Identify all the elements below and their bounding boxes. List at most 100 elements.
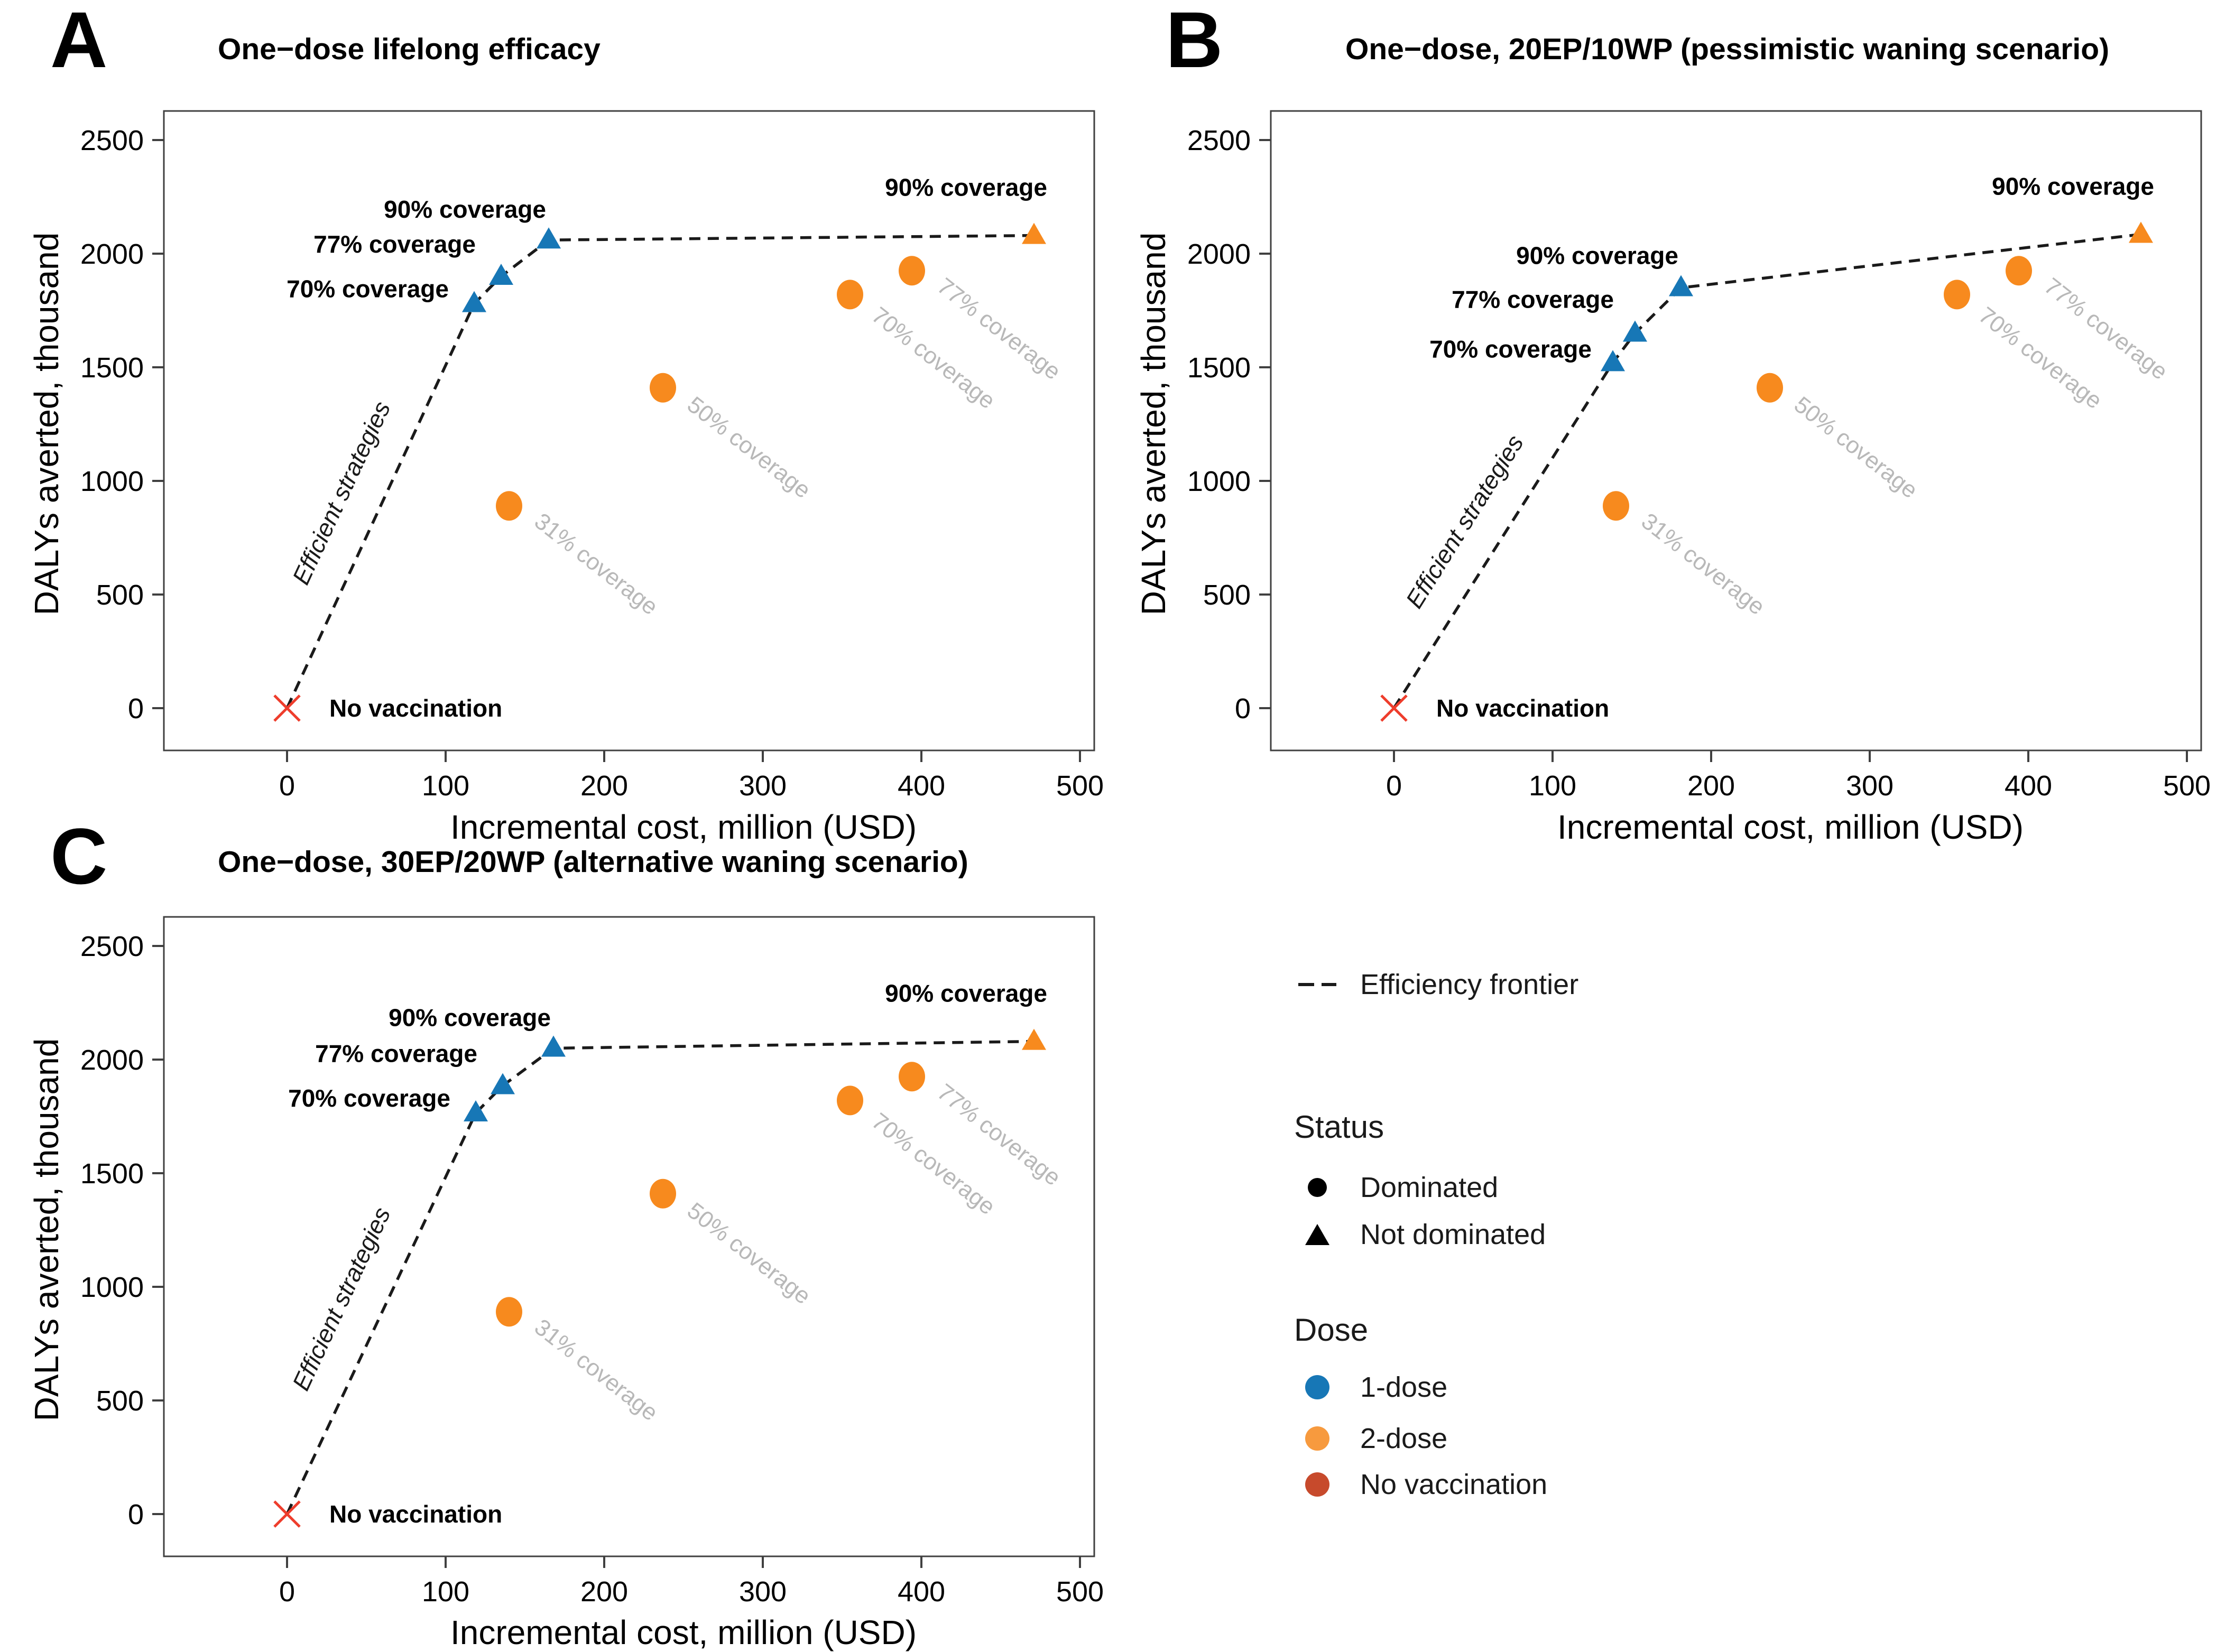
x-tick-label: 0 — [279, 1576, 295, 1608]
data-point-circle — [1603, 491, 1629, 521]
plot-border-C — [163, 916, 1095, 1557]
annotation-label: 50% coverage — [1789, 392, 1923, 504]
legend-dose-title: Dose — [1294, 1312, 1369, 1348]
panel-title-a: One−dose lifelong efficacy — [218, 32, 601, 66]
x-tick-label: 100 — [422, 770, 469, 802]
x-axis-title-c: Incremental cost, million (USD) — [450, 1613, 917, 1651]
y-tick-label: 2500 — [80, 125, 144, 156]
data-point-triangle — [1022, 1028, 1046, 1050]
triangle-marker-icon — [1298, 1224, 1337, 1245]
data-point-circle — [837, 1085, 863, 1116]
no-vaccination-x-icon — [273, 1500, 301, 1528]
y-tick-label: 1000 — [1187, 466, 1251, 497]
x-tick-label: 300 — [739, 770, 787, 802]
no-vaccination-dot-icon — [1298, 1472, 1337, 1497]
legend-dose-1dose-label: 1-dose — [1360, 1371, 1448, 1403]
circle-marker-icon — [1298, 1178, 1337, 1197]
x-tick-label: 200 — [580, 1576, 628, 1608]
annotation-label: 70% coverage — [288, 1084, 450, 1112]
y-axis-title-c: DALYs averted, thousand — [27, 1038, 66, 1422]
annotation-label: 50% coverage — [682, 1198, 816, 1310]
y-tick-label: 500 — [96, 579, 144, 611]
efficiency-frontier-line — [285, 1040, 1035, 1515]
legend-dose-2dose-label: 2-dose — [1360, 1423, 1448, 1454]
annotation-label: 90% coverage — [885, 174, 1047, 201]
legend-frontier-label: Efficiency frontier — [1360, 969, 1579, 1000]
annotation-label: 90% coverage — [1516, 242, 1678, 270]
data-point-circle — [650, 373, 676, 403]
data-point-circle — [496, 1297, 522, 1327]
y-axis-title-b: DALYs averted, thousand — [1134, 232, 1172, 616]
annotation-label: 90% coverage — [885, 980, 1047, 1007]
x-tick-label: 200 — [580, 770, 628, 802]
legend-status-notdominated-label: Not dominated — [1360, 1219, 1546, 1250]
y-tick-label: 1000 — [80, 466, 144, 497]
panel-letter-c: C — [50, 812, 108, 901]
x-tick-label: 500 — [1056, 770, 1104, 802]
y-tick-label: 500 — [96, 1385, 144, 1417]
y-tick-label: 1500 — [80, 1158, 144, 1190]
annotation-label: 77% coverage — [313, 230, 476, 258]
annotation-label: 31% coverage — [530, 1314, 663, 1426]
data-point-triangle — [491, 1073, 515, 1094]
annotation-label: Efficient strategies — [287, 397, 396, 589]
x-tick-label: 500 — [2163, 770, 2211, 802]
data-point-circle — [899, 256, 925, 286]
annotation-label: No vaccination — [1436, 694, 1609, 722]
y-axis-title-a: DALYs averted, thousand — [27, 232, 66, 616]
x-axis-title-a: Incremental cost, million (USD) — [450, 808, 917, 846]
x-tick-label: 300 — [1846, 770, 1894, 802]
panel-title-c: One−dose, 30EP/20WP (alternative waning … — [218, 845, 968, 879]
panel-letter-b: B — [1166, 0, 1223, 84]
two-dose-dot-icon — [1298, 1426, 1337, 1451]
annotation-label: 90% coverage — [389, 1004, 551, 1032]
x-tick-label: 400 — [898, 1576, 945, 1608]
y-tick-label: 2500 — [80, 931, 144, 962]
annotation-label: 77% coverage — [315, 1040, 477, 1067]
y-tick-label: 2500 — [1187, 125, 1251, 156]
annotation-label: 70% coverage — [287, 275, 449, 303]
annotation-label: 90% coverage — [1992, 172, 2154, 200]
x-tick-label: 100 — [1529, 770, 1576, 802]
data-point-circle — [899, 1062, 925, 1092]
annotation-label: No vaccination — [329, 1500, 502, 1528]
y-tick-label: 2000 — [80, 238, 144, 270]
data-point-circle — [1944, 280, 1970, 310]
annotation-label: 70% coverage — [1429, 335, 1592, 363]
x-tick-label: 200 — [1687, 770, 1735, 802]
panel-title-b: One−dose, 20EP/10WP (pessimistic waning … — [1345, 32, 2110, 66]
y-tick-label: 0 — [128, 1499, 144, 1530]
y-tick-label: 2000 — [1187, 238, 1251, 270]
legend-status-title: Status — [1294, 1109, 1384, 1145]
dashed-line-icon — [1298, 983, 1337, 986]
data-point-triangle — [464, 1100, 488, 1122]
legend-dose-novax-row: No vaccination — [1298, 1467, 1547, 1502]
y-tick-label: 1000 — [80, 1272, 144, 1303]
panel-letter-a: A — [50, 0, 108, 84]
x-tick-label: 400 — [898, 770, 945, 802]
y-tick-label: 500 — [1203, 579, 1251, 611]
data-point-triangle — [1669, 275, 1693, 296]
x-tick-label: 500 — [1056, 1576, 1104, 1608]
annotation-label: Efficient strategies — [1400, 430, 1529, 613]
efficiency-frontier-line — [285, 234, 1035, 709]
data-point-triangle — [2129, 221, 2153, 243]
data-point-circle — [2006, 256, 2032, 286]
y-tick-label: 1500 — [80, 352, 144, 384]
data-point-circle — [650, 1178, 676, 1209]
data-point-triangle — [1601, 350, 1625, 372]
data-point-triangle — [1022, 222, 1046, 244]
data-point-circle — [496, 491, 522, 521]
annotation-label: 90% coverage — [384, 196, 546, 223]
annotation-label: No vaccination — [329, 694, 502, 722]
data-point-triangle — [537, 227, 561, 249]
data-point-circle — [837, 280, 863, 310]
legend-status-notdominated-row: Not dominated — [1298, 1217, 1546, 1252]
legend-dose-2dose-row: 2-dose — [1298, 1421, 1447, 1456]
data-point-triangle — [541, 1035, 566, 1057]
annotation-label: 31% coverage — [1637, 508, 1770, 620]
annotation-label: 50% coverage — [682, 392, 816, 504]
x-tick-label: 300 — [739, 1576, 787, 1608]
legend-status-dominated-label: Dominated — [1360, 1172, 1499, 1203]
